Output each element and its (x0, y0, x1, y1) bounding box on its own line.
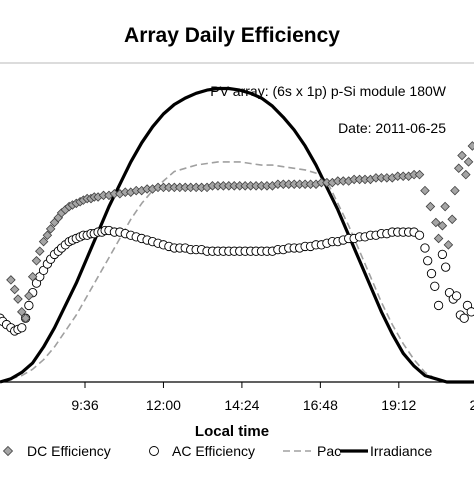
x-axis-title: Local time (195, 423, 269, 440)
chart-subtitle: PV array: (6s x 1p) p-Si module 180W (210, 83, 447, 99)
legend-label: Pac (317, 443, 341, 459)
ac-efficiency-point (420, 243, 430, 253)
dc-efficiency-point (38, 236, 49, 247)
ac-efficiency-point (423, 256, 433, 266)
x-tick-label: 16:48 (303, 397, 338, 413)
legend-item: AC Efficiency (149, 443, 255, 459)
legend-dc-marker (2, 445, 14, 457)
dc-efficiency-point (420, 185, 430, 196)
ac-efficiency-point (441, 262, 451, 272)
dc-efficiency-point (453, 163, 464, 174)
dc-efficiency-point (17, 307, 27, 317)
dc-efficiency-point (443, 240, 454, 250)
series-pac-line (0, 161, 474, 383)
series-dc-efficiency (6, 141, 474, 323)
dc-efficiency-point (457, 150, 467, 161)
legend: DC Efficiency AC Efficiency Pac Irradiance (2, 443, 432, 459)
x-tick-layer: 9:36 12:00 14:24 16:48 19:12 21 (71, 382, 474, 413)
dc-efficiency-point (433, 233, 444, 244)
chart-title: Array Daily Efficiency (124, 24, 340, 47)
legend-label: Irradiance (370, 443, 432, 459)
x-tick-label: 21 (469, 397, 474, 413)
ac-efficiency-point (24, 300, 34, 311)
legend-item: Pac (283, 443, 341, 459)
legend-label: AC Efficiency (172, 443, 255, 459)
x-tick-label: 19:12 (381, 397, 416, 413)
dc-efficiency-point (440, 201, 450, 212)
ac-efficiency-point (433, 300, 444, 311)
ac-efficiency-point (17, 323, 27, 333)
dc-efficiency-point (45, 224, 56, 234)
dc-efficiency-point (431, 217, 441, 228)
ac-efficiency-point (414, 230, 425, 240)
legend-ac-marker (149, 446, 159, 456)
series-ac-efficiency (0, 225, 474, 336)
dc-efficiency-point (425, 201, 436, 212)
ac-efficiency-point (426, 268, 437, 279)
legend-item: DC Efficiency (2, 443, 111, 459)
series-layer (0, 86, 474, 384)
dc-efficiency-point (24, 291, 34, 301)
dc-efficiency-point (20, 313, 31, 323)
dc-efficiency-point (13, 294, 23, 304)
dc-efficiency-point (437, 220, 448, 231)
x-tick-label: 12:00 (146, 397, 181, 413)
ac-efficiency-point (430, 281, 440, 291)
date-annotation: Date: 2011-06-25 (338, 120, 446, 136)
ac-efficiency-point (466, 307, 474, 317)
dc-efficiency-point (31, 256, 42, 266)
series-irradiance-line (0, 86, 474, 384)
dc-efficiency-point (27, 271, 38, 282)
dc-efficiency-point (35, 246, 45, 256)
ac-efficiency-point (459, 313, 469, 323)
dc-efficiency-point (463, 157, 474, 167)
dc-efficiency-point (467, 141, 474, 151)
ac-efficiency-point (451, 291, 462, 301)
ac-efficiency-point (437, 249, 448, 260)
x-tick-label: 9:36 (71, 397, 98, 413)
x-tick-label: 14:24 (224, 397, 259, 413)
dc-efficiency-point (447, 214, 457, 225)
dc-efficiency-point (461, 169, 471, 180)
dc-efficiency-point (414, 169, 425, 180)
dc-efficiency-point (6, 275, 16, 285)
legend-item: Irradiance (340, 443, 432, 459)
legend-label: DC Efficiency (27, 443, 111, 459)
dc-efficiency-point (9, 284, 20, 295)
dc-efficiency-point (42, 230, 53, 241)
dc-efficiency-point (450, 185, 460, 196)
